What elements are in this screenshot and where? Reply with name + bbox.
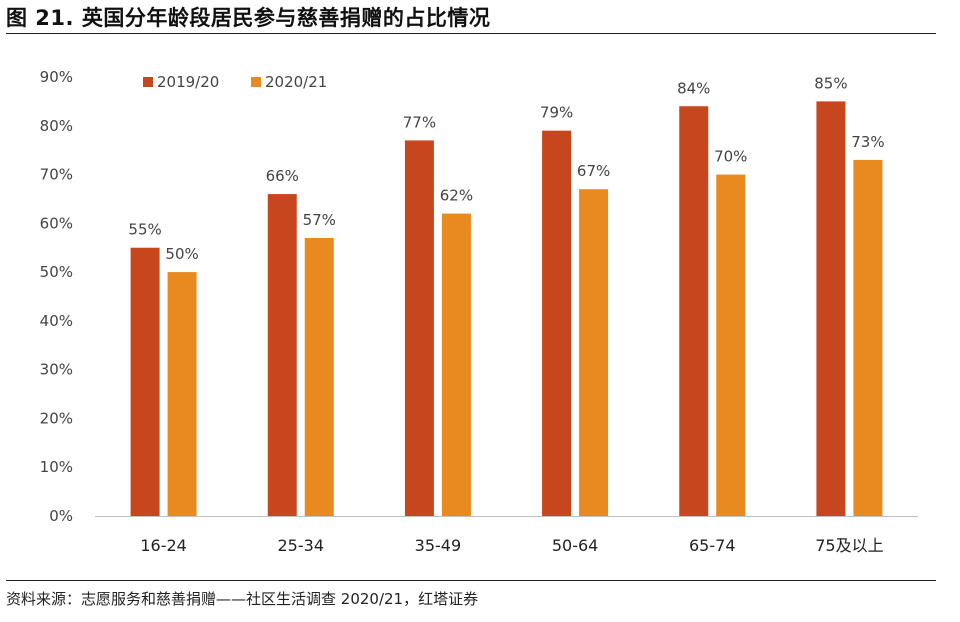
y-tick-label: 60% — [40, 214, 73, 232]
figure-title: 图 21. 英国分年龄段居民参与慈善捐赠的占比情况 — [6, 6, 491, 30]
y-tick-label: 30% — [40, 361, 73, 379]
y-tick-label: 90% — [40, 68, 73, 86]
data-label: 84% — [677, 79, 710, 97]
bar-2020-21-75及以上 — [853, 159, 883, 516]
bar-2020-21-50-64 — [579, 189, 609, 516]
y-tick-label: 50% — [40, 263, 73, 281]
bar-chart: 0%10%20%30%40%50%60%70%80%90%55%50%16-24… — [40, 68, 918, 555]
y-tick-label: 70% — [40, 166, 73, 184]
y-tick-label: 80% — [40, 117, 73, 135]
y-tick-label: 20% — [40, 409, 73, 427]
bar-2020-21-25-34 — [304, 237, 334, 516]
data-label: 57% — [303, 211, 336, 229]
bar-2020-21-35-49 — [441, 213, 471, 517]
bar-2019-20-50-64 — [542, 130, 572, 516]
bar-2019-20-25-34 — [267, 194, 297, 517]
y-tick-label: 10% — [40, 458, 73, 476]
top-rule — [6, 33, 936, 34]
bar-2020-21-65-74 — [716, 174, 746, 517]
data-label: 70% — [714, 148, 747, 166]
bar-2019-20-35-49 — [404, 140, 434, 516]
y-tick-label: 40% — [40, 312, 73, 330]
bar-2019-20-75及以上 — [816, 101, 846, 516]
data-label: 77% — [403, 113, 436, 131]
data-label: 66% — [266, 167, 299, 185]
x-category-label: 35-49 — [415, 536, 462, 555]
data-label: 73% — [851, 133, 884, 151]
data-label: 79% — [540, 104, 573, 122]
x-category-label: 25-34 — [278, 536, 325, 555]
bar-2020-21-16-24 — [167, 272, 197, 516]
legend-label: 2019/20 — [157, 73, 219, 91]
bottom-rule — [6, 580, 936, 581]
x-category-label: 65-74 — [689, 536, 736, 555]
data-label: 62% — [440, 187, 473, 205]
x-category-label: 16-24 — [140, 536, 187, 555]
legend-swatch — [251, 77, 261, 87]
source-note: 资料来源：志愿服务和慈善捐赠——社区生活调查 2020/21，红塔证券 — [6, 590, 479, 608]
legend-label: 2020/21 — [265, 73, 327, 91]
legend-swatch — [143, 77, 153, 87]
data-label: 67% — [577, 162, 610, 180]
data-label: 50% — [165, 245, 198, 263]
x-category-label: 50-64 — [552, 536, 599, 555]
y-tick-label: 0% — [49, 507, 73, 525]
x-category-label: 75及以上 — [815, 536, 883, 555]
data-label: 55% — [128, 221, 161, 239]
data-label: 85% — [814, 74, 847, 92]
bar-2019-20-16-24 — [130, 247, 160, 516]
bar-2019-20-65-74 — [679, 106, 709, 517]
